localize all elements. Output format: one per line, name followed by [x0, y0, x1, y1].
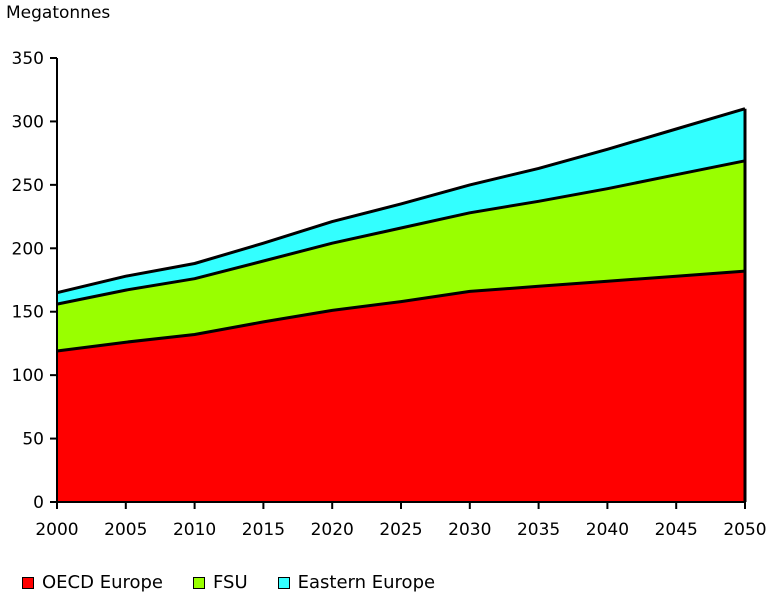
x-tick-label-2025: 2025 — [379, 520, 422, 540]
x-tick-label-2035: 2035 — [517, 520, 560, 540]
y-tick-label-0: 0 — [33, 493, 44, 513]
x-tick-label-2020: 2020 — [311, 520, 354, 540]
y-axis-label: Megatonnes — [6, 3, 110, 23]
area-series-group — [56, 107, 747, 502]
legend-swatch-eastern-europe — [277, 576, 290, 589]
chart-canvas: 0 50 100 150 200 250 300 350 2000 2005 2010 2015 202… — [6, 3, 767, 540]
legend-swatch-oecd-europe — [22, 576, 34, 589]
x-tick-label-2005: 2005 — [104, 520, 147, 540]
legend-item-fsu: FSU — [193, 572, 248, 593]
legend-label-oecd-europe: OECD Europe — [42, 572, 163, 593]
line-eastern-europe — [56, 107, 746, 295]
legend-label-eastern-europe: Eastern Europe — [297, 572, 436, 593]
y-tick-label-200: 200 — [12, 239, 44, 259]
y-tick-label-300: 300 — [12, 112, 44, 132]
y-tick-label-250: 250 — [12, 176, 44, 196]
legend: OECD Europe FSU Eastern Europe — [22, 572, 465, 593]
y-tick-label-350: 350 — [12, 49, 44, 69]
line-fsu — [56, 159, 746, 306]
y-tick-label-100: 100 — [12, 366, 44, 386]
legend-swatch-fsu — [193, 576, 205, 589]
x-tick-label-2010: 2010 — [173, 520, 216, 540]
x-tick-label-2015: 2015 — [242, 520, 285, 540]
x-tick-label-2050: 2050 — [723, 520, 766, 540]
x-tick-label-2030: 2030 — [448, 520, 491, 540]
area-fsu — [57, 160, 745, 351]
legend-item-oecd-europe: OECD Europe — [22, 572, 163, 593]
y-tick-label-50: 50 — [22, 430, 44, 450]
x-tick-label-2045: 2045 — [655, 520, 698, 540]
x-tick-label-2040: 2040 — [586, 520, 629, 540]
legend-label-fsu: FSU — [213, 572, 248, 593]
area-eastern-europe — [57, 108, 745, 305]
axes-group: 0 50 100 150 200 250 300 350 2000 2005 2010 2015 202… — [12, 49, 767, 540]
line-oecd-europe — [56, 269, 746, 353]
x-tick-label-2000: 2000 — [35, 520, 78, 540]
legend-item-eastern-europe: Eastern Europe — [277, 572, 436, 593]
y-tick-label-150: 150 — [12, 303, 44, 323]
